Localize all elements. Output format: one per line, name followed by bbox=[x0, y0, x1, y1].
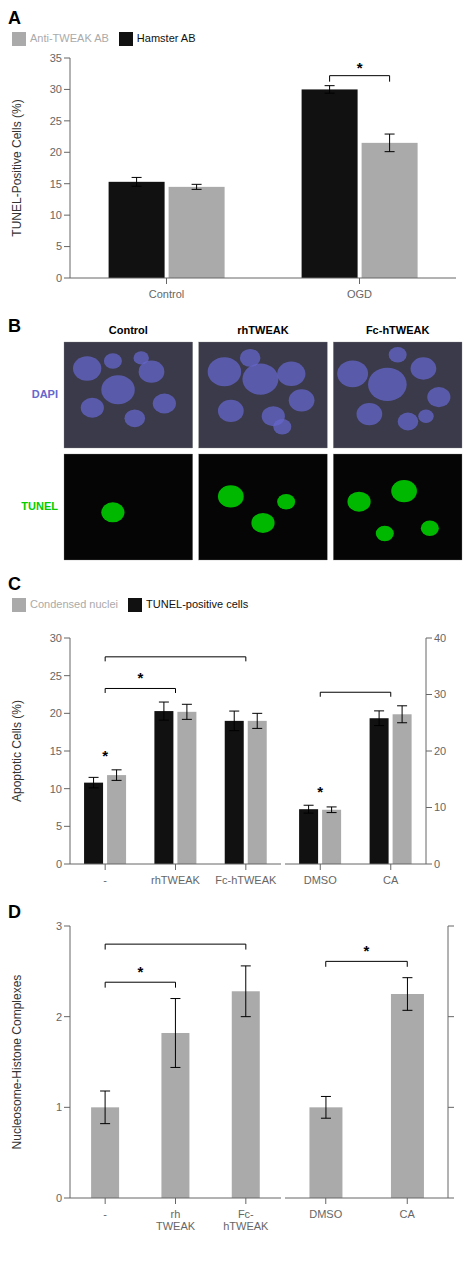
svg-text:10: 10 bbox=[50, 783, 62, 795]
svg-text:30: 30 bbox=[50, 632, 62, 644]
svg-text:20: 20 bbox=[434, 745, 446, 757]
svg-text:15: 15 bbox=[50, 745, 62, 757]
svg-text:20: 20 bbox=[50, 146, 62, 158]
svg-text:25: 25 bbox=[50, 115, 62, 127]
svg-text:0: 0 bbox=[434, 858, 440, 870]
svg-text:Fc-hTWEAK: Fc-hTWEAK bbox=[366, 324, 430, 336]
svg-text:-: - bbox=[103, 1208, 107, 1220]
svg-text:Nucleosome-Histone Complexes: Nucleosome-Histone Complexes bbox=[10, 975, 24, 1150]
svg-text:DAPI: DAPI bbox=[32, 388, 58, 400]
html-text:B: B bbox=[8, 316, 21, 336]
svg-text:1: 1 bbox=[56, 1101, 62, 1113]
svg-text:Fc-hTWEAK: Fc-hTWEAK bbox=[215, 874, 277, 886]
svg-text:TUNEL: TUNEL bbox=[21, 500, 58, 512]
svg-text:*: * bbox=[317, 783, 323, 800]
svg-text:25: 25 bbox=[50, 670, 62, 682]
svg-text:rhTWEAK: rhTWEAK bbox=[237, 324, 288, 336]
svg-text:OGD: OGD bbox=[347, 288, 372, 300]
svg-text:*: * bbox=[357, 59, 363, 76]
html-text:TUNEL-positive cells: TUNEL-positive cells bbox=[146, 598, 249, 610]
svg-text:*: * bbox=[102, 747, 108, 764]
svg-text:3: 3 bbox=[56, 920, 62, 932]
svg-text:0: 0 bbox=[56, 272, 62, 284]
svg-text:CA: CA bbox=[400, 1208, 416, 1220]
html-text:C: C bbox=[8, 574, 21, 594]
svg-text:35: 35 bbox=[50, 52, 62, 64]
html-text:D: D bbox=[8, 902, 21, 922]
svg-text:30: 30 bbox=[50, 83, 62, 95]
svg-text:Fc-hTWEAK: Fc-hTWEAK bbox=[223, 1208, 269, 1233]
svg-text:CA: CA bbox=[383, 874, 399, 886]
svg-text:DMSO: DMSO bbox=[309, 1208, 342, 1220]
svg-text:TUNEL-Positive Cells (%): TUNEL-Positive Cells (%) bbox=[10, 99, 24, 236]
svg-text:Control: Control bbox=[109, 324, 148, 336]
svg-text:rhTWEAK: rhTWEAK bbox=[156, 1208, 196, 1233]
svg-text:15: 15 bbox=[50, 178, 62, 190]
svg-text:5: 5 bbox=[56, 820, 62, 832]
svg-text:-: - bbox=[103, 874, 107, 886]
svg-text:*: * bbox=[364, 942, 370, 959]
svg-text:Control: Control bbox=[149, 288, 184, 300]
svg-text:2: 2 bbox=[56, 1011, 62, 1023]
svg-text:*: * bbox=[137, 669, 143, 686]
html-text:Hamster AB: Hamster AB bbox=[136, 32, 196, 44]
svg-text:40: 40 bbox=[434, 632, 446, 644]
html-text:A: A bbox=[8, 8, 21, 28]
svg-text:DMSO: DMSO bbox=[304, 874, 337, 886]
html-text:Condensed nuclei: Condensed nuclei bbox=[30, 598, 119, 610]
svg-text:5: 5 bbox=[56, 240, 62, 252]
svg-text:rhTWEAK: rhTWEAK bbox=[151, 874, 201, 886]
svg-text:0: 0 bbox=[56, 1192, 62, 1204]
svg-text:20: 20 bbox=[50, 707, 62, 719]
svg-text:*: * bbox=[137, 963, 143, 980]
svg-text:10: 10 bbox=[50, 209, 62, 221]
html-text:Anti-TWEAK AB: Anti-TWEAK AB bbox=[30, 32, 109, 44]
svg-text:30: 30 bbox=[434, 688, 446, 700]
svg-text:10: 10 bbox=[434, 801, 446, 813]
svg-text:0: 0 bbox=[56, 858, 62, 870]
svg-text:Apoptotic Cells (%): Apoptotic Cells (%) bbox=[10, 700, 24, 802]
